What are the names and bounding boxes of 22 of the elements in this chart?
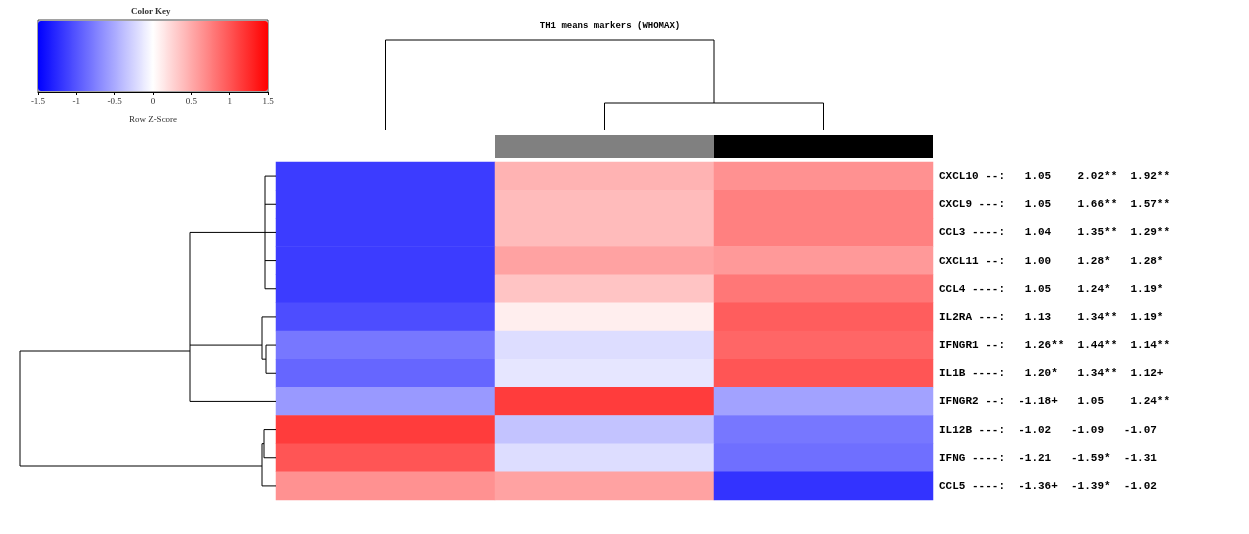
- y-tick-label: CXCL9 ---: 1.05 1.66** 1.57**: [939, 198, 1171, 211]
- color-bar-label: -0.5: [107, 95, 123, 106]
- color-bar-label: 1.5: [262, 95, 275, 106]
- y-tick-label: IL1B ----: 1.20* 1.34** 1.12+: [939, 367, 1164, 380]
- color-bar-label: -1.5: [30, 95, 46, 106]
- y-tick-label: IFNGR1 --: 1.26** 1.44** 1.14**: [939, 339, 1171, 352]
- color-bar-label: 1: [227, 95, 232, 106]
- color-bar-label: -1: [72, 95, 81, 106]
- color-bar-title: Row Z-Score: [128, 113, 178, 124]
- y-tick-label: CCL3 ----: 1.04 1.35** 1.29**: [939, 226, 1171, 239]
- y-tick-label: CXCL11 --: 1.00 1.28* 1.28*: [939, 254, 1164, 267]
- y-tick-label: IL12B ---: -1.02 -1.09 -1.07: [939, 423, 1157, 436]
- color-bar-label: 0.5: [185, 95, 198, 106]
- chart-title: TH1 means markers (WHOMAX): [539, 20, 681, 31]
- y-tick-label: IFNGR2 --: -1.18+ 1.05 1.24**: [939, 395, 1171, 408]
- color-bar-label: 0: [150, 95, 156, 106]
- y-tick-label: IL2RA ---: 1.13 1.34** 1.19*: [939, 310, 1164, 323]
- y-tick-label: CCL5 ----: -1.36+ -1.39* -1.02: [939, 479, 1157, 492]
- text: Color Key: [131, 5, 172, 16]
- y-tick-label: IFNG ----: -1.21 -1.59* -1.31: [939, 451, 1158, 464]
- y-tick-label: CCL4 ----: 1.05 1.24* 1.19*: [939, 282, 1164, 295]
- y-tick-label: CXCL10 --: 1.05 2.02** 1.92**: [939, 170, 1171, 183]
